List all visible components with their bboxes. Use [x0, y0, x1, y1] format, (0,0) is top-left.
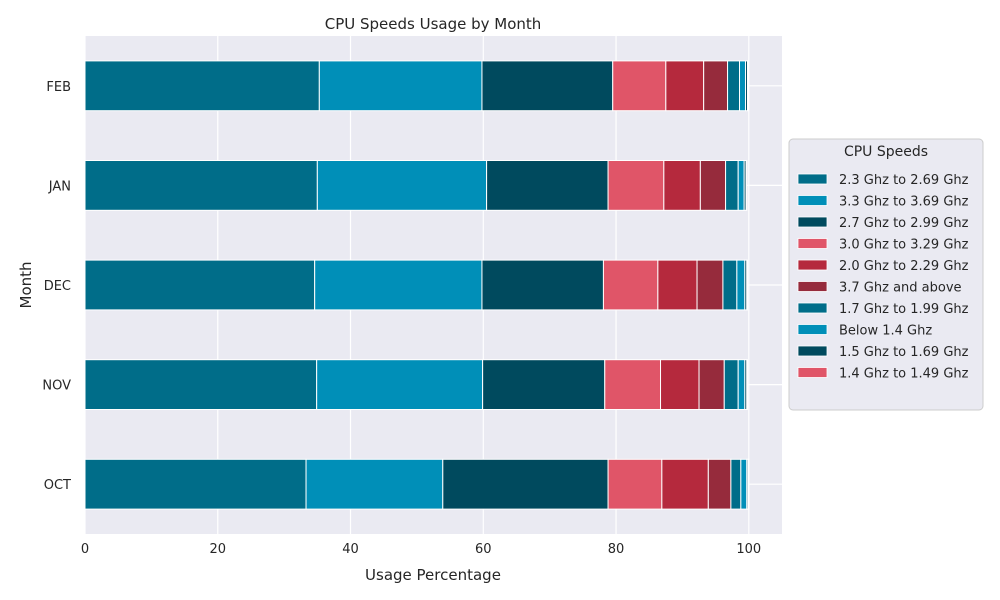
- x-tick-label: 40: [342, 542, 359, 557]
- bar-segment: [602, 259, 659, 311]
- bar-segment: [722, 259, 738, 311]
- bar-segment: [746, 359, 748, 411]
- bar-segment: [736, 259, 746, 311]
- bar-segment: [745, 160, 748, 211]
- legend-swatch: [797, 345, 828, 357]
- legend-swatch: [797, 195, 828, 206]
- bar-segment: [657, 259, 698, 311]
- bar-segment: [481, 259, 604, 311]
- legend-entry-label: 1.4 Ghz to 1.49 Ghz: [839, 367, 969, 382]
- bar-segment: [84, 60, 320, 112]
- legend-entry-label: 1.5 Ghz to 1.69 Ghz: [839, 345, 969, 360]
- y-tick-labels: FEB JAN DEC NOV OCT: [42, 80, 71, 493]
- bar-segment: [316, 160, 488, 211]
- bar-segment: [84, 458, 307, 510]
- bar-segment: [486, 160, 609, 211]
- bar-segment: [84, 359, 318, 411]
- bar-segment: [747, 458, 750, 510]
- y-axis-label: Month: [17, 261, 35, 308]
- bar-segment: [707, 458, 732, 510]
- legend: CPU Speeds 2.3 Ghz to 2.69 Ghz 3.3 Ghz to…: [788, 138, 984, 411]
- bar-segment: [737, 160, 745, 211]
- bar-segment: [316, 359, 484, 411]
- bar-segment: [607, 160, 665, 211]
- bar-segment: [607, 458, 663, 510]
- bar-segment: [746, 60, 749, 112]
- x-tick-label: 100: [736, 542, 761, 557]
- y-tick-label: DEC: [44, 279, 71, 294]
- y-tick-label: JAN: [48, 179, 71, 194]
- bar-segment: [482, 359, 606, 411]
- bar-segment: [698, 359, 725, 411]
- bar-segment: [737, 359, 746, 411]
- legend-entry-label: 3.7 Ghz and above: [839, 281, 962, 296]
- bar-segment: [699, 160, 727, 211]
- x-tick-labels: 0 20 40 60 80 100: [81, 542, 761, 557]
- legend-entry-label: Below 1.4 Ghz: [839, 324, 932, 339]
- bar-segment: [84, 259, 316, 311]
- x-tick-label: 80: [608, 542, 625, 557]
- legend-swatch: [797, 367, 828, 378]
- legend-entry-label: 2.0 Ghz to 2.29 Ghz: [839, 259, 969, 274]
- bar-segment: [740, 458, 748, 510]
- bar-segment: [739, 60, 746, 112]
- legend-entry-label: 3.3 Ghz to 3.69 Ghz: [839, 195, 969, 210]
- legend-entry-label: 1.7 Ghz to 1.99 Ghz: [839, 302, 969, 317]
- bar-segment: [481, 60, 614, 112]
- x-tick-label: 20: [209, 542, 226, 557]
- legend-swatch: [797, 302, 828, 314]
- legend-entry-label: 3.0 Ghz to 3.29 Ghz: [839, 238, 969, 253]
- bar-segment: [746, 259, 748, 311]
- bar-segment: [442, 458, 609, 510]
- legend-swatch: [797, 324, 828, 335]
- y-tick-label: FEB: [46, 80, 71, 95]
- bar-segment: [730, 458, 742, 510]
- chart-title: CPU Speeds Usage by Month: [325, 15, 542, 33]
- legend-swatch: [797, 259, 828, 271]
- y-tick-label: OCT: [44, 478, 71, 493]
- legend-swatch: [797, 173, 828, 185]
- y-tick-label: NOV: [42, 379, 71, 394]
- bars-group: [84, 60, 750, 510]
- legend-swatch: [797, 216, 828, 228]
- bar-segment: [314, 259, 483, 311]
- legend-frame: [788, 138, 984, 411]
- bar-segment: [660, 359, 700, 411]
- x-tick-label: 0: [81, 542, 89, 557]
- bar-segment: [727, 60, 741, 112]
- bar-segment: [604, 359, 662, 411]
- bar-segment: [84, 160, 318, 211]
- bar-segment: [318, 60, 483, 112]
- bar-segment: [696, 259, 724, 311]
- x-tick-label: 60: [475, 542, 492, 557]
- legend-entry-label: 2.7 Ghz to 2.99 Ghz: [839, 216, 969, 231]
- legend-swatch: [797, 281, 828, 292]
- legend-swatch: [797, 238, 828, 249]
- legend-items: 2.3 Ghz to 2.69 Ghz 3.3 Ghz to 3.69 Ghz 2.…: [797, 173, 969, 382]
- bar-segment: [612, 60, 667, 112]
- bar-segment: [725, 160, 739, 211]
- bar-segment: [663, 160, 701, 211]
- bar-segment: [723, 359, 739, 411]
- legend-entry-label: 2.3 Ghz to 2.69 Ghz: [839, 173, 969, 188]
- bar-segment: [703, 60, 729, 112]
- bar-segment: [665, 60, 705, 112]
- bar-segment: [661, 458, 709, 510]
- x-axis-label: Usage Percentage: [365, 566, 501, 584]
- legend-title: CPU Speeds: [844, 144, 928, 160]
- bar-segment: [305, 458, 444, 510]
